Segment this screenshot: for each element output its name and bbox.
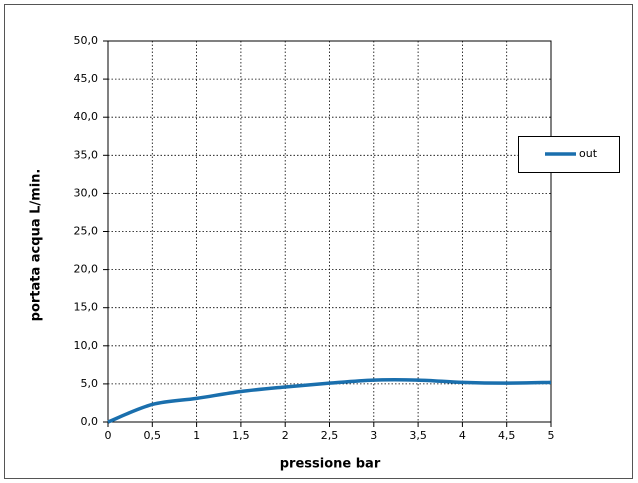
y-tick-label: 10,0 xyxy=(74,339,99,352)
x-tick-label: 2,5 xyxy=(321,429,339,442)
x-tick-label: 4 xyxy=(459,429,466,442)
y-tick-label: 25,0 xyxy=(74,225,99,238)
y-axis-title: portata acqua L/min. xyxy=(29,169,44,322)
y-tick-label: 20,0 xyxy=(74,263,99,276)
y-tick-label: 15,0 xyxy=(74,301,99,314)
legend-label: out xyxy=(579,147,598,160)
plot-frame xyxy=(107,40,552,423)
x-tick-label: 4,5 xyxy=(498,429,516,442)
x-tick-label: 1 xyxy=(193,429,200,442)
y-tick-label: 35,0 xyxy=(74,148,99,161)
x-tick-label: 1,5 xyxy=(232,429,250,442)
x-tick-label: 5 xyxy=(548,429,555,442)
x-tick-label: 0 xyxy=(105,429,112,442)
x-tick-label: 2 xyxy=(282,429,289,442)
y-tick-label: 0,0 xyxy=(81,415,99,428)
chart-border xyxy=(4,4,633,479)
x-tick-label: 0,5 xyxy=(144,429,162,442)
data-line xyxy=(107,378,552,424)
y-tick-label: 50,0 xyxy=(74,34,99,47)
x-tick-label: 3,5 xyxy=(409,429,427,442)
x-tick-label: 3 xyxy=(370,429,377,442)
x-axis-title: pressione bar xyxy=(280,457,381,472)
y-tick-label: 5,0 xyxy=(81,377,99,390)
y-tick-label: 45,0 xyxy=(74,72,99,85)
y-tick-label: 30,0 xyxy=(74,186,99,199)
y-tick-label: 40,0 xyxy=(74,110,99,123)
